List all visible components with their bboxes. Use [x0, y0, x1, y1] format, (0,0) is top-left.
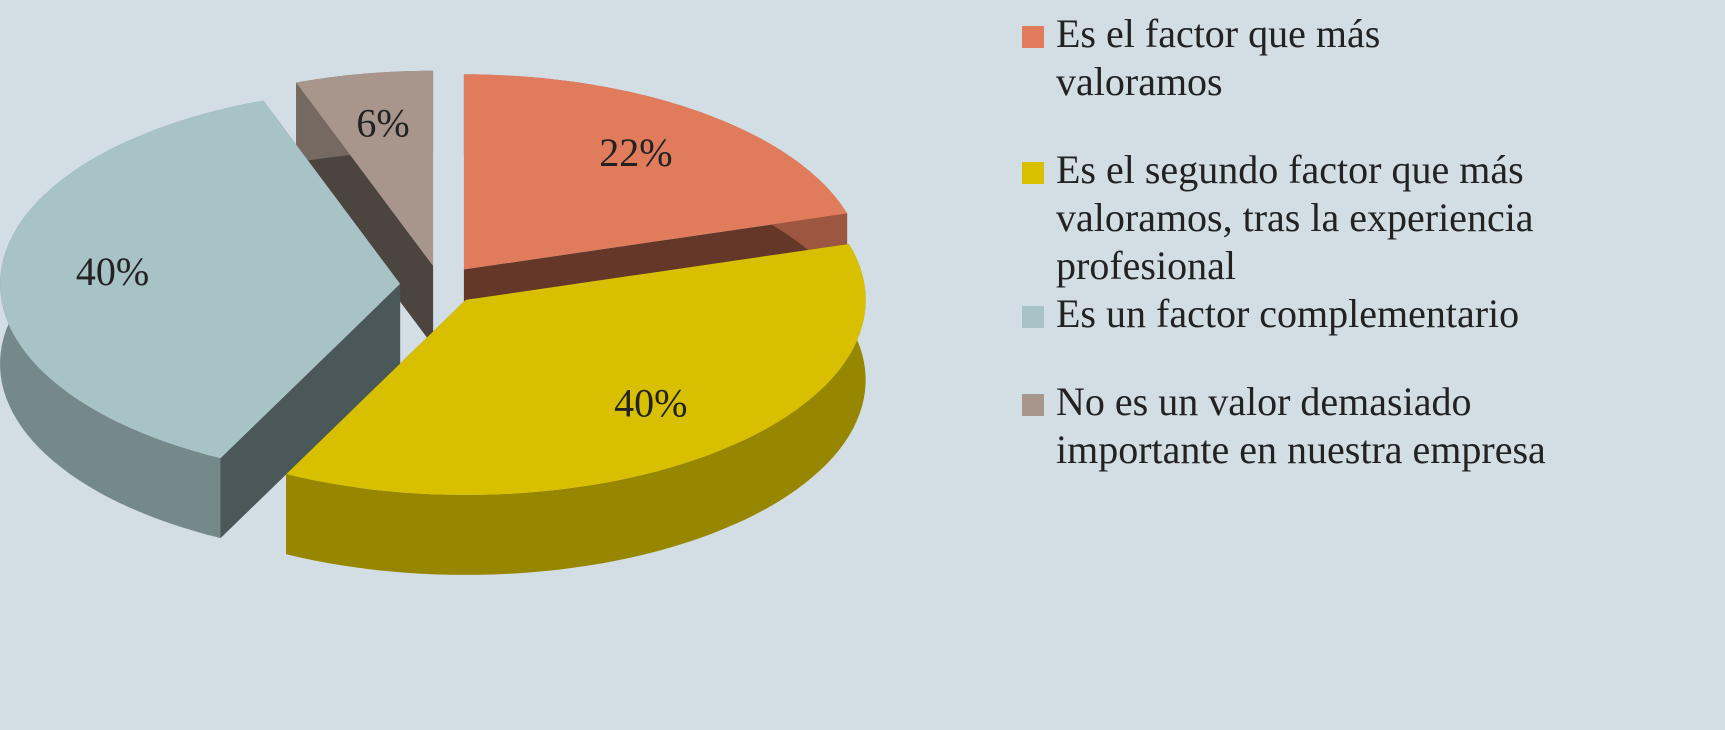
legend-item: Es un factor complementario — [1020, 290, 1550, 338]
pie-slice — [286, 244, 866, 575]
legend-label: No es un valor demasiado importante en n… — [1056, 379, 1546, 472]
legend: Es el factor que más valoramos Es el segu… — [1020, 10, 1550, 474]
legend-item: No es un valor demasiado importante en n… — [1020, 378, 1550, 474]
legend-item: Es el segundo factor que más valoramos, … — [1020, 146, 1550, 290]
slice-top — [463, 74, 848, 270]
legend-label: Es el factor que más valoramos — [1056, 11, 1381, 104]
legend-swatch — [1022, 394, 1044, 416]
legend-label: Es el segundo factor que más valoramos, … — [1056, 147, 1534, 288]
slice-top — [296, 70, 434, 266]
data-label: 6% — [356, 101, 409, 146]
legend-swatch — [1022, 162, 1044, 184]
pie-slice — [0, 100, 401, 539]
slice-top — [0, 100, 401, 459]
slice-top — [286, 244, 866, 495]
data-label: 22% — [599, 130, 672, 175]
pie-slice — [296, 70, 434, 346]
legend-swatch — [1022, 26, 1044, 48]
legend-label: Es un factor complementario — [1056, 291, 1520, 336]
slice-outer-wall — [286, 244, 866, 575]
data-label: 40% — [76, 249, 149, 294]
legend-swatch — [1022, 306, 1044, 328]
slice-side-wall — [220, 283, 401, 539]
legend-item: Es el factor que más valoramos — [1020, 10, 1550, 106]
data-label: 40% — [614, 381, 687, 426]
pie-area: 6% 22% 40% 40% — [0, 70, 866, 575]
